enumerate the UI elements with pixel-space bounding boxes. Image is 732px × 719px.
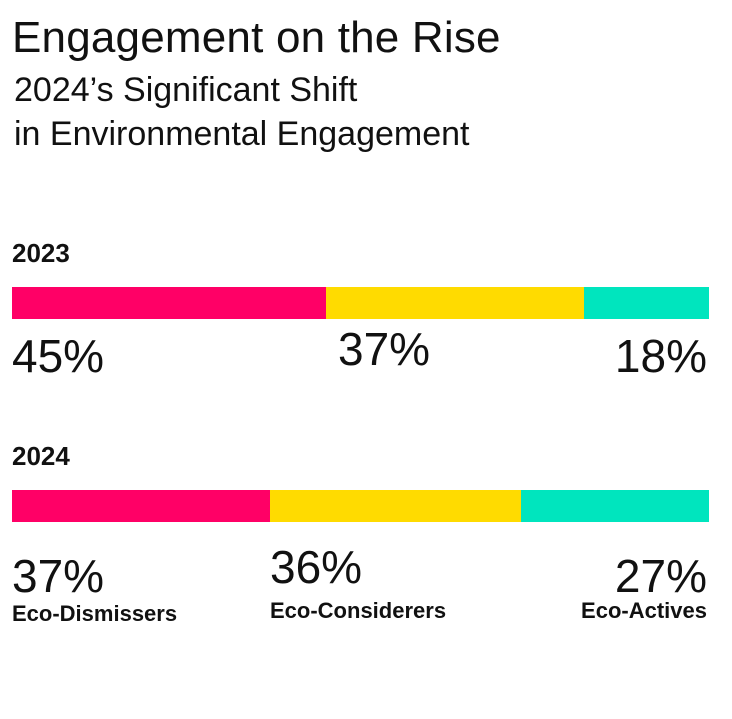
chart-subtitle: 2024’s Significant Shift in Environmenta…: [14, 71, 470, 153]
data-label-2024-eco-considerers: 36%: [270, 541, 363, 593]
stacked-bar-2023: [12, 287, 709, 319]
bar-segment-2024-eco-actives: [520, 490, 709, 522]
data-label-2024-eco-actives: 27%: [614, 550, 707, 602]
chart-title: Engagement on the Rise: [12, 13, 501, 62]
year-label-2023: 2023: [12, 238, 70, 268]
data-label-2024-eco-dismissers: 37%: [12, 550, 105, 602]
bar-segment-2023-eco-actives: [583, 287, 709, 319]
stacked-bar-2024: [12, 490, 709, 522]
bar-segment-2023-eco-considerers: [325, 287, 584, 319]
category-label-eco-dismissers: Eco-Dismissers: [12, 601, 178, 626]
data-label-2023-eco-considerers: 37%: [338, 323, 431, 375]
category-label-eco-actives: Eco-Actives: [581, 598, 707, 623]
data-label-2023-eco-actives: 18%: [614, 330, 707, 382]
year-label-2024: 2024: [12, 441, 70, 471]
bar-segment-2024-eco-dismissers: [12, 490, 270, 522]
bar-segment-2023-eco-dismissers: [12, 287, 326, 319]
data-label-2023-eco-dismissers: 45%: [12, 330, 105, 382]
bar-segment-2024-eco-considerers: [269, 490, 521, 522]
category-label-eco-considerers: Eco-Considerers: [270, 598, 447, 623]
